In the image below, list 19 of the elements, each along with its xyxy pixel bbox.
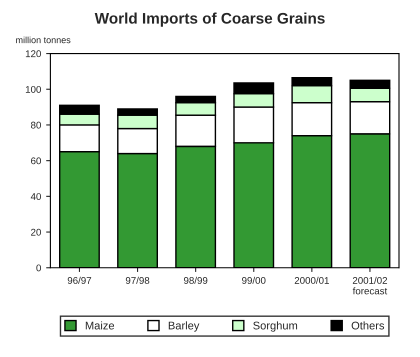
x-tick-label: 96/97 (68, 276, 92, 284)
x-tick-label: 2001/02 forecast (352, 276, 388, 294)
y-tick-label: 0 (36, 264, 41, 272)
x-tick-label: 98/99 (184, 276, 208, 284)
y-tick-label: 40 (30, 193, 41, 200)
x-tick-label: 97/98 (126, 276, 150, 284)
legend-label: Maize (86, 321, 114, 330)
y-tick-label: 20 (31, 228, 41, 236)
y-tick-label: 80 (30, 122, 41, 129)
legend-label: Others (352, 321, 384, 330)
legend-label: Barley (168, 321, 200, 332)
x-tick-label: 2000/01 (294, 276, 329, 284)
y-axis-title: million tonnes (16, 36, 70, 44)
y-tick-label: 60 (31, 157, 41, 164)
y-tick-label: 100 (26, 86, 41, 93)
x-tick-label: 99/00 (242, 276, 266, 284)
y-tick-label: 120 (26, 50, 41, 58)
legend-label: Sorghum (253, 321, 298, 332)
chart-title: World Imports of Coarse Grains (94, 12, 325, 27)
